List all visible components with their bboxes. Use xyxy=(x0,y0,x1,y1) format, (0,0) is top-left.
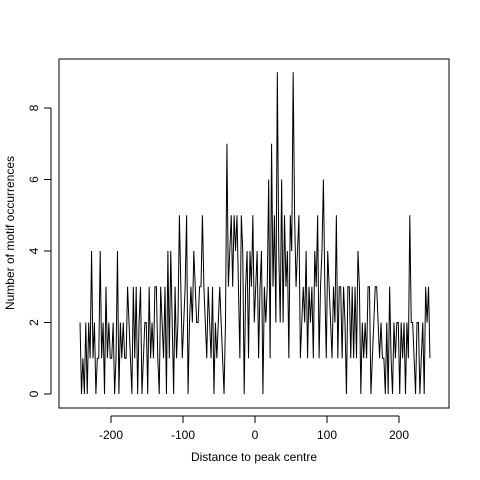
y-tick-label: 0 xyxy=(27,390,41,397)
x-tick-label: -100 xyxy=(171,428,195,442)
y-tick-label: 2 xyxy=(27,319,41,326)
x-tick-label: 100 xyxy=(317,428,337,442)
x-axis-title: Distance to peak centre xyxy=(191,450,317,464)
y-tick-label: 6 xyxy=(27,176,41,183)
y-tick-label: 4 xyxy=(27,247,41,254)
x-axis: -200 -100 0 100 200 xyxy=(99,415,409,442)
x-ticks: -200 -100 0 100 200 xyxy=(99,416,409,442)
series-line-0 xyxy=(79,72,431,395)
x-tick-label: -200 xyxy=(99,428,123,442)
x-tick-label: 200 xyxy=(389,428,409,442)
y-axis-title: Number of motif occurrences xyxy=(3,156,17,310)
series-layer xyxy=(79,72,431,395)
y-ticks: 0 2 4 6 8 xyxy=(27,104,51,397)
y-tick-label: 8 xyxy=(27,104,41,111)
y-axis: 0 2 4 6 8 xyxy=(27,104,52,397)
x-tick-label: 0 xyxy=(252,428,259,442)
plot-frame xyxy=(58,58,450,409)
